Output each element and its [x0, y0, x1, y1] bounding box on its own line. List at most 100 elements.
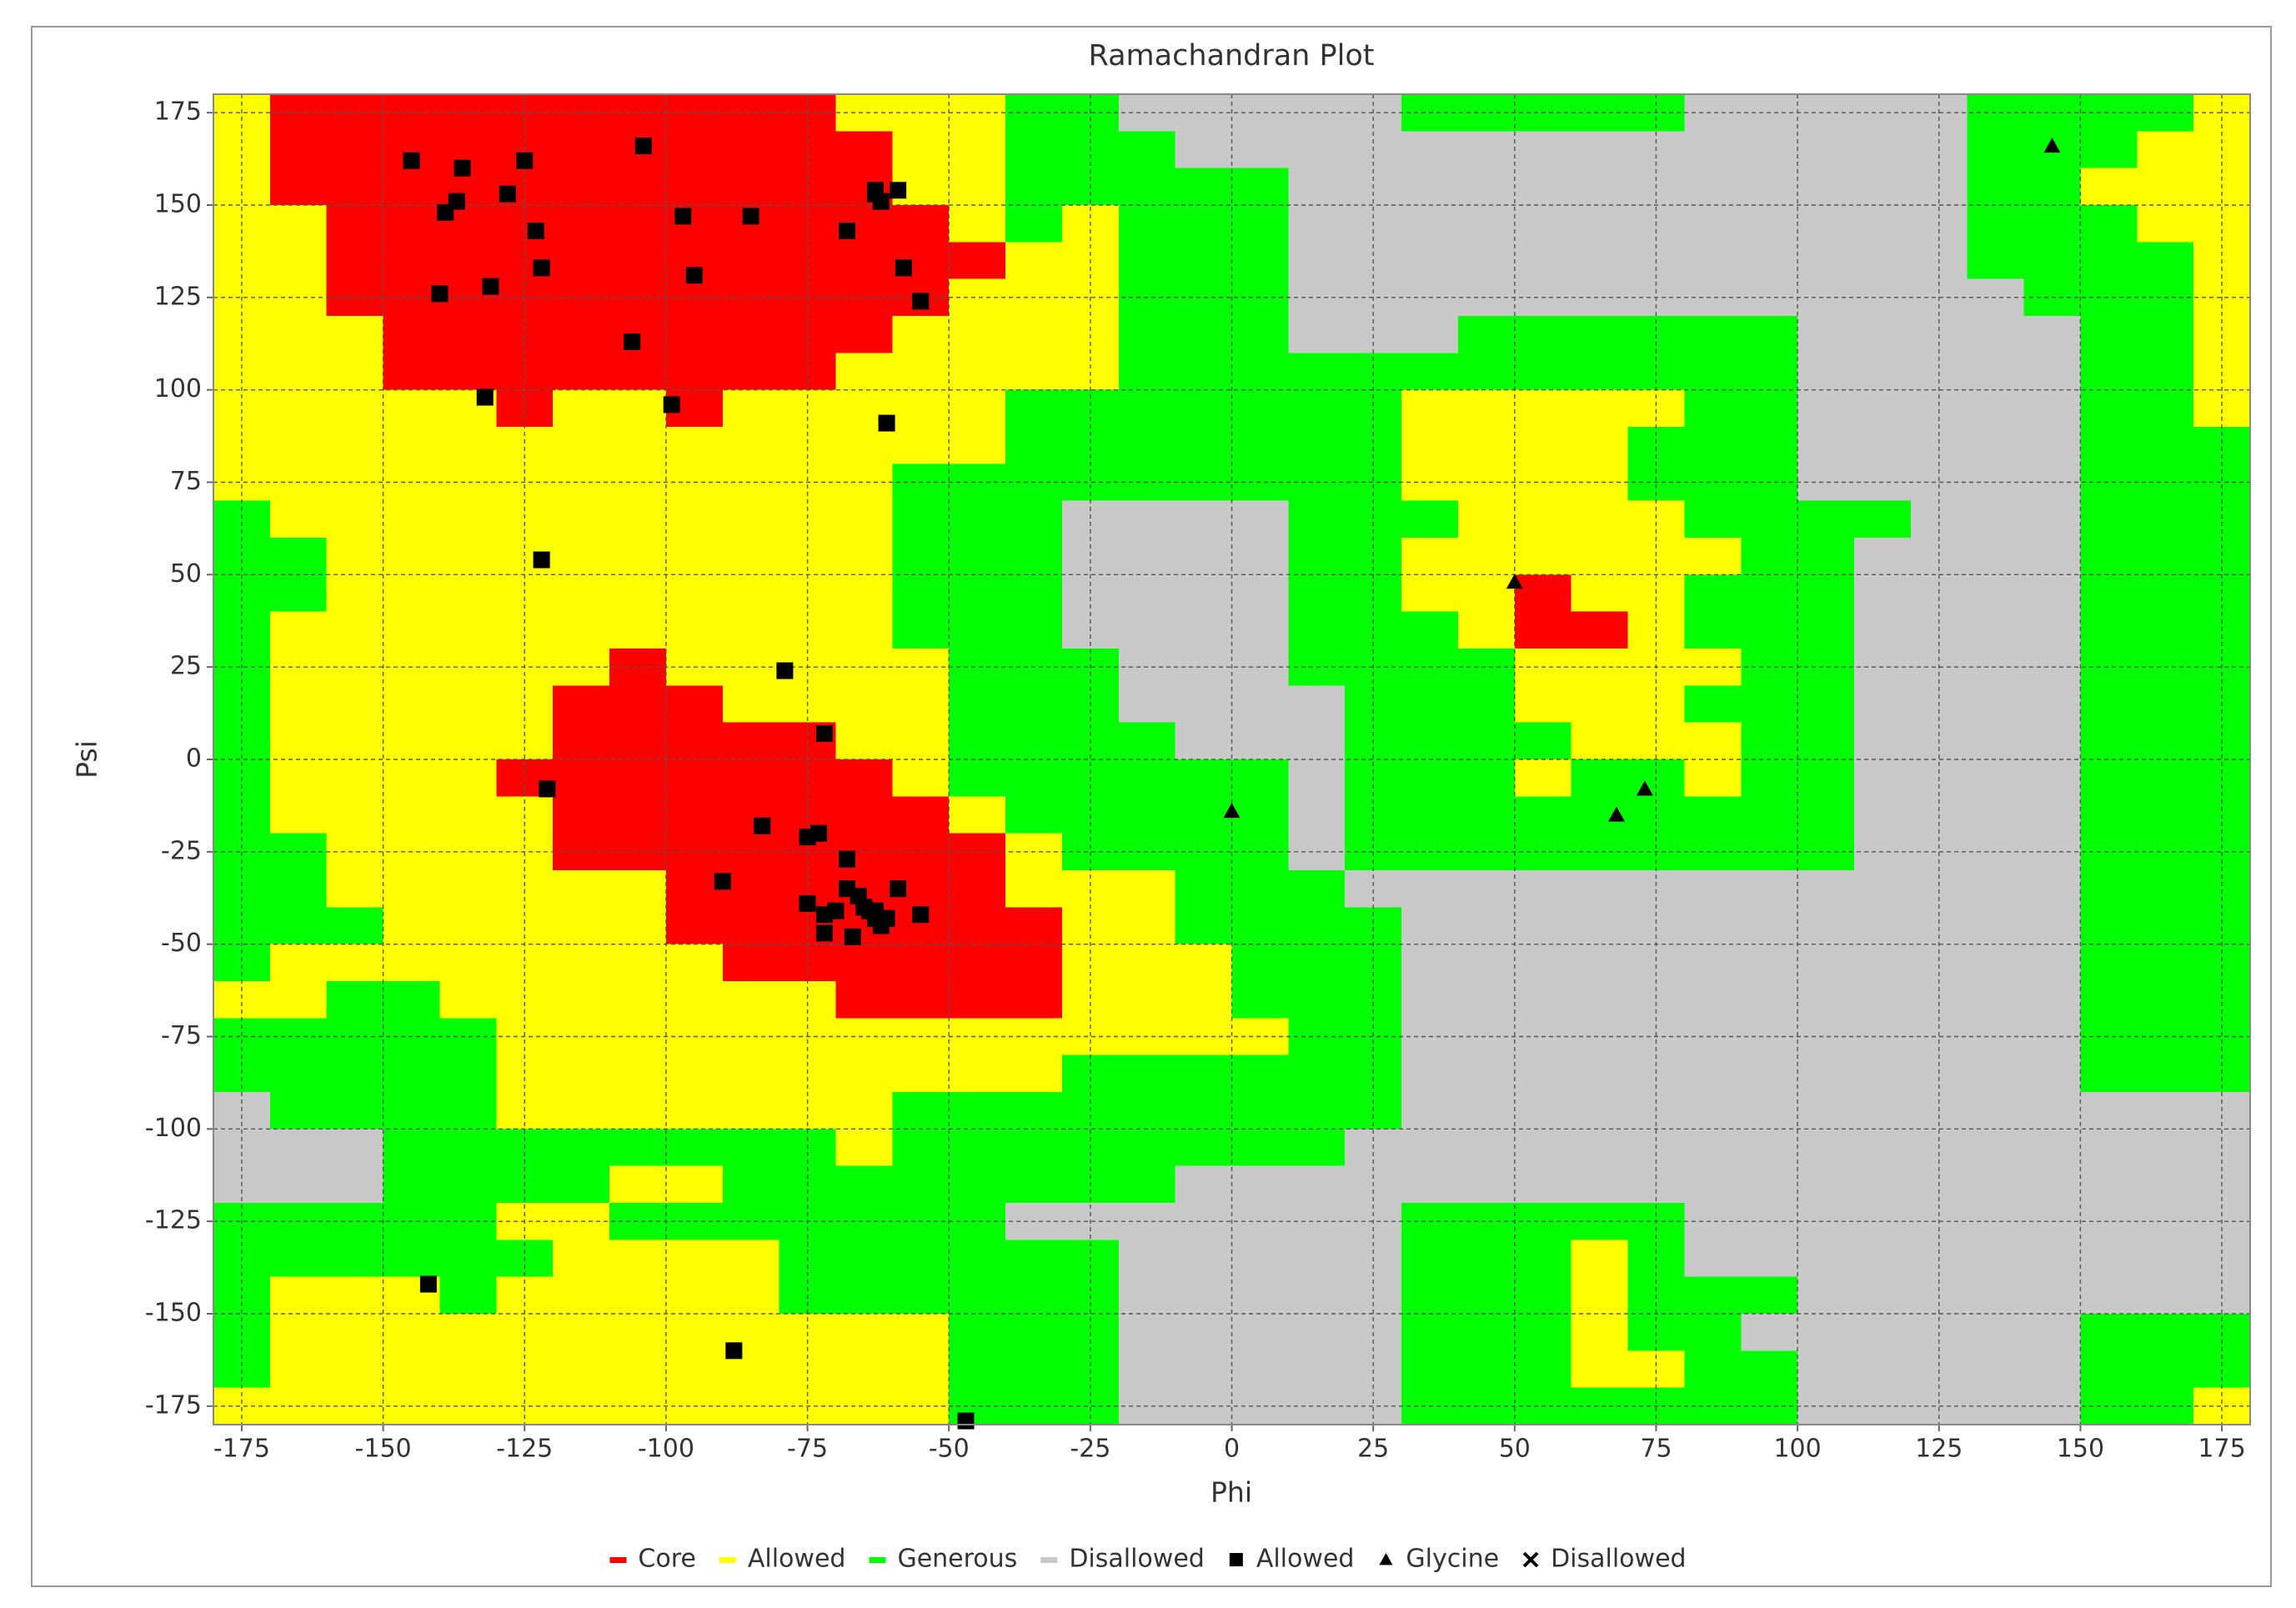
region-cell: [553, 427, 610, 464]
region-cell: [1797, 316, 1855, 353]
region-cell: [439, 685, 497, 724]
region-cell: [1005, 316, 1063, 353]
region-cell: [383, 944, 441, 982]
point-cross: [1522, 1551, 1539, 1568]
region-cell: [326, 1092, 384, 1130]
region-cell: [1571, 685, 1629, 724]
region-cell: [439, 500, 497, 539]
region-cell: [2080, 1350, 2138, 1389]
x-tick-label: 50: [1499, 1435, 1531, 1464]
point-triangle: [1636, 780, 1653, 796]
region-cell: [1514, 1054, 1572, 1093]
region-cell: [1684, 1054, 1742, 1093]
region-cell: [2080, 168, 2138, 206]
region-cell: [1231, 131, 1289, 169]
region-cell: [892, 1092, 950, 1130]
region-cell: [1118, 944, 1176, 982]
region-cell: [1401, 1165, 1459, 1204]
region-cell: [1684, 1276, 1742, 1315]
region-cell: [439, 611, 497, 649]
region-cell: [665, 722, 724, 760]
region-cell: [269, 1314, 328, 1351]
region-cell: [2023, 205, 2082, 243]
x-tick-label: 0: [1224, 1435, 1240, 1464]
region-cell: [835, 722, 893, 760]
region-cell: [1967, 796, 2025, 834]
region-cell: [1684, 389, 1742, 428]
region-cell: [949, 722, 1006, 760]
region-cell: [2080, 1314, 2138, 1351]
region-cell: [1231, 722, 1289, 760]
region-cell: [1005, 205, 1063, 243]
region-cell: [1741, 722, 1798, 760]
region-cell: [1514, 205, 1572, 243]
region-cell: [1684, 242, 1742, 280]
region-cell: [892, 427, 950, 464]
point-square: [437, 203, 454, 221]
region-cell: [835, 242, 893, 280]
region-cell: [1571, 1350, 1629, 1389]
region-cell: [2080, 796, 2138, 834]
region-cell: [1175, 427, 1233, 464]
region-cell: [1853, 722, 1912, 760]
region-cell: [1288, 427, 1346, 464]
region-cell: [1401, 389, 1459, 428]
region-cell: [2023, 685, 2082, 724]
region-cell: [722, 1054, 780, 1093]
y-tick-label: 50: [170, 559, 202, 589]
region-cell: [2023, 427, 2082, 464]
legend-swatch: [719, 1557, 736, 1563]
region-cell: [1853, 944, 1912, 982]
region-cell: [1288, 500, 1346, 539]
region-cell: [609, 1350, 667, 1389]
point-square: [872, 917, 890, 934]
chart-title: Ramachandran Plot: [1089, 39, 1375, 73]
region-cell: [1005, 870, 1063, 908]
region-cell: [1175, 1129, 1233, 1167]
legend-swatch: [609, 1557, 627, 1563]
region-cell: [1288, 685, 1346, 724]
region-cell: [1571, 242, 1629, 280]
region-cell: [383, 389, 441, 428]
region-cell: [2023, 389, 2082, 428]
region-cell: [383, 1314, 441, 1351]
region-cell: [722, 722, 780, 760]
y-tick-label: -175: [145, 1390, 202, 1420]
region-cell: [1571, 131, 1629, 169]
region-cell: [269, 427, 328, 464]
region-cell: [2137, 538, 2194, 575]
region-cell: [665, 870, 724, 908]
region-cell: [609, 1054, 667, 1093]
x-tick-label: -125: [496, 1435, 553, 1464]
region-cell: [1684, 168, 1742, 206]
region-cell: [439, 870, 497, 908]
region-cell: [2023, 981, 2082, 1019]
region-cell: [1231, 796, 1289, 834]
region-cell: [269, 1165, 328, 1204]
region-cell: [1231, 685, 1289, 724]
region-cell: [722, 353, 780, 391]
point-square: [663, 396, 680, 413]
region-cell: [665, 1165, 724, 1204]
region-cell: [1457, 1165, 1516, 1204]
region-cell: [665, 500, 724, 539]
region-cell: [892, 131, 950, 169]
region-cell: [326, 353, 384, 391]
region-cell: [1175, 205, 1233, 243]
region-cell: [2080, 722, 2138, 760]
region-cell: [949, 389, 1006, 428]
region-cell: [1401, 1240, 1459, 1278]
region-cell: [1853, 1276, 1912, 1315]
region-cell: [1401, 611, 1459, 649]
region-cell: [1741, 500, 1798, 539]
region-cell: [665, 1314, 724, 1351]
region-cell: [1457, 944, 1516, 982]
y-tick-label: -75: [161, 1021, 202, 1050]
region-cell: [269, 168, 328, 206]
point-square: [866, 182, 884, 199]
region-cell: [1797, 1092, 1855, 1130]
region-cell: [949, 1350, 1006, 1389]
region-cell: [2023, 870, 2082, 908]
region-cell: [1457, 500, 1516, 539]
region-cell: [2080, 907, 2138, 945]
